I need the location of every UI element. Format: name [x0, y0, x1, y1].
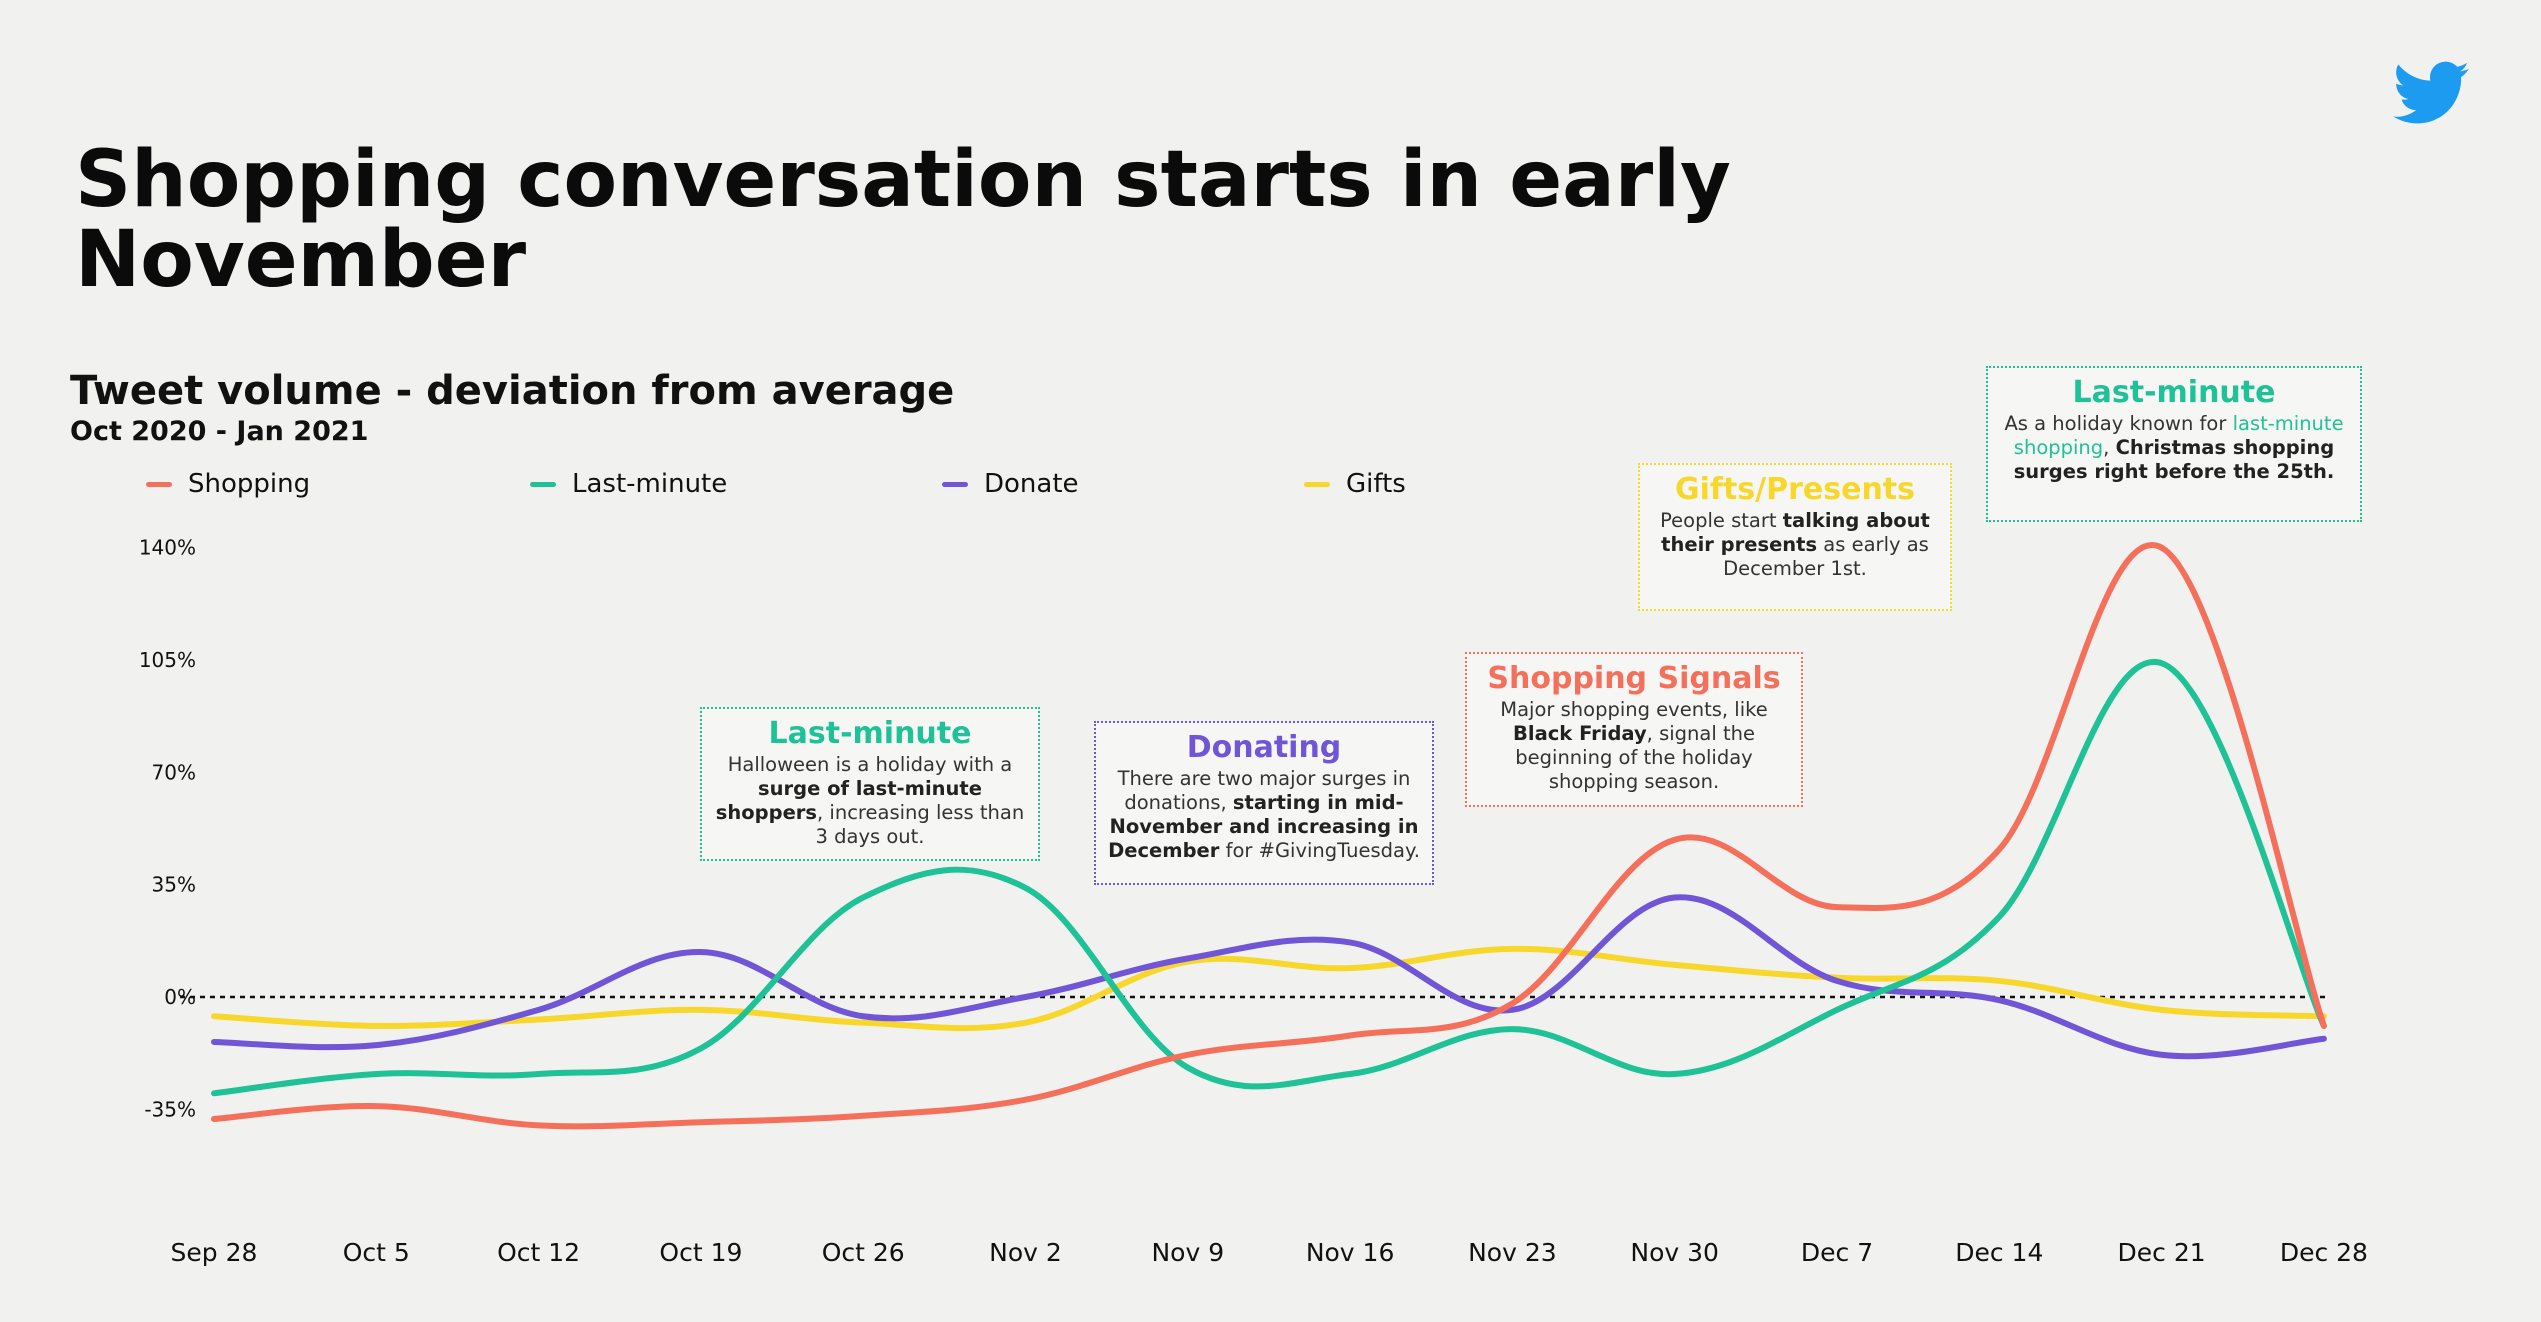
annotation-title: Donating: [1186, 730, 1342, 765]
page-title: Shopping conversation starts in early No…: [75, 135, 1731, 305]
y-tick-label: 35%: [152, 873, 196, 897]
y-tick-label: 0%: [164, 985, 196, 1009]
annotation-title: Shopping Signals: [1487, 661, 1781, 696]
legend-label: Shopping: [188, 469, 311, 499]
chart-date-range: Oct 2020 - Jan 2021: [70, 416, 369, 447]
legend-swatch: [530, 481, 556, 487]
x-tick-label: Nov 30: [1630, 1238, 1719, 1267]
legend-item-shopping: Shopping: [146, 466, 310, 502]
legend-item-donate: Donate: [942, 466, 1079, 502]
twitter-bird-icon: [2393, 61, 2469, 124]
x-tick-label: Oct 19: [659, 1238, 742, 1267]
series-line-donate: [211, 894, 2327, 1060]
annotation-donating: Donating There are two major surges in d…: [1094, 721, 1434, 885]
annotation-title: Last-minute: [768, 716, 972, 751]
annotation-shopping-signals: Shopping Signals Major shopping events, …: [1465, 652, 1803, 807]
x-tick-label: Dec 28: [2280, 1238, 2368, 1267]
annotation-body: Major shopping events, like Black Friday…: [1500, 698, 1768, 793]
y-tick-label: -35%: [144, 1097, 196, 1121]
y-tick-label: 140%: [139, 536, 196, 560]
annotation-title: Gifts/Presents: [1675, 472, 1915, 507]
annotation-body: Halloween is a holiday with a surge of l…: [715, 753, 1025, 848]
series-line-shopping: [211, 542, 2327, 1130]
annotation-body: As a holiday known for last-minute shopp…: [2004, 412, 2344, 483]
legend-swatch: [146, 481, 172, 487]
series-line-last-minute: [211, 658, 2327, 1097]
annotation-body: People start talking about their present…: [1660, 509, 1930, 580]
x-tick-label: Nov 16: [1306, 1238, 1395, 1267]
legend-swatch: [1304, 481, 1330, 487]
x-tick-label: Oct 5: [343, 1238, 410, 1267]
x-tick-label: Dec 14: [1955, 1238, 2043, 1267]
annotation-last-minute-christmas: Last-minute As a holiday known for last-…: [1986, 366, 2362, 522]
annotation-gifts-presents: Gifts/Presents People start talking abou…: [1638, 463, 1952, 611]
annotation-last-minute-halloween: Last-minute Halloween is a holiday with …: [700, 707, 1040, 861]
y-tick-label: 105%: [139, 648, 196, 672]
x-tick-label: Sep 28: [171, 1238, 258, 1267]
y-tick-label: 70%: [152, 760, 196, 784]
annotation-body: There are two major surges in donations,…: [1108, 767, 1420, 862]
x-tick-label: Nov 2: [989, 1238, 1062, 1267]
legend-item-gifts: Gifts: [1304, 466, 1406, 502]
x-tick-label: Nov 9: [1151, 1238, 1224, 1267]
legend-label: Gifts: [1346, 469, 1406, 499]
legend-item-last-minute: Last-minute: [530, 466, 727, 502]
x-tick-label: Nov 23: [1468, 1238, 1557, 1267]
annotation-title: Last-minute: [2072, 375, 2276, 410]
legend-label: Donate: [984, 469, 1079, 499]
legend-swatch: [942, 481, 968, 487]
legend-label: Last-minute: [572, 469, 728, 499]
series-line-gifts: [211, 945, 2327, 1032]
x-tick-label: Dec 21: [2118, 1238, 2206, 1267]
chart-subtitle: Tweet volume - deviation from average: [70, 368, 955, 414]
x-tick-label: Dec 7: [1801, 1238, 1873, 1267]
x-tick-label: Oct 12: [497, 1238, 580, 1267]
x-tick-label: Oct 26: [822, 1238, 905, 1267]
